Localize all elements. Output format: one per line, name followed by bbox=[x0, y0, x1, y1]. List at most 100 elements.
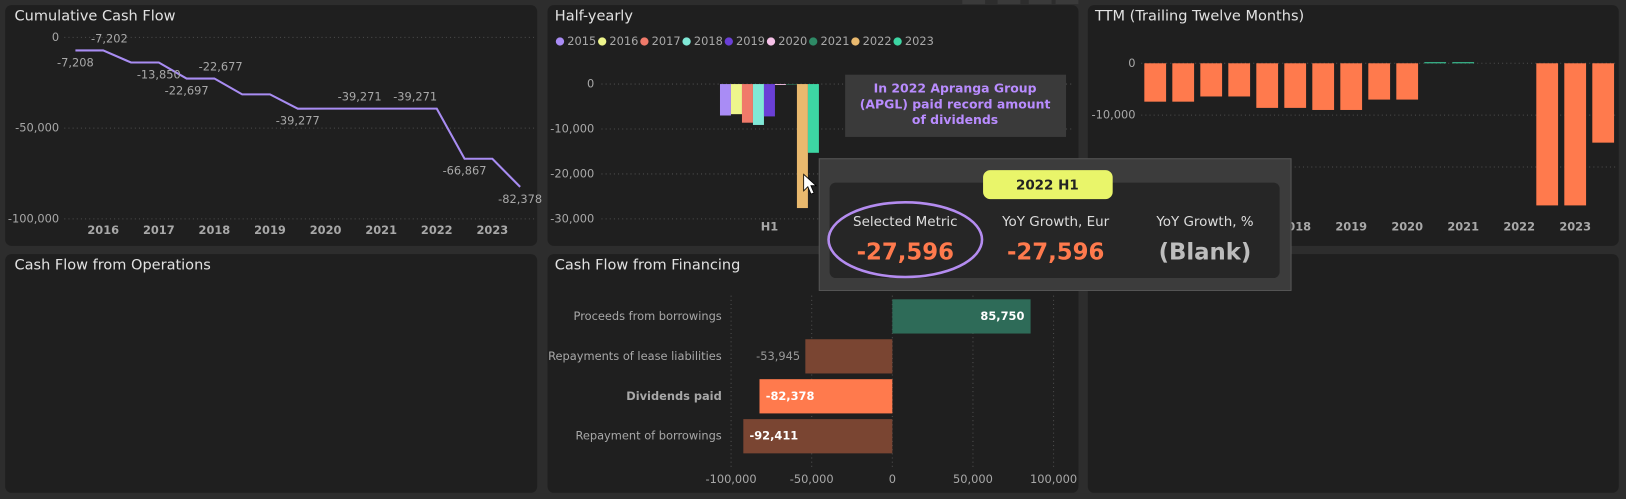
y-tick-label: -20,000 bbox=[550, 166, 594, 180]
data-label: -13,850 bbox=[137, 67, 181, 81]
x-tick-label: 2023 bbox=[477, 223, 509, 237]
x-tick-label: 2019 bbox=[254, 223, 286, 237]
data-label: -39,271 bbox=[338, 90, 382, 104]
bar bbox=[774, 84, 786, 85]
bar bbox=[1172, 63, 1195, 102]
bar bbox=[1256, 63, 1279, 108]
tooltip-value: (Blank) bbox=[1159, 240, 1252, 266]
legend-label: 2022 bbox=[863, 34, 892, 48]
panel bbox=[5, 5, 538, 246]
x-tick-label: 2022 bbox=[421, 223, 453, 237]
y-tick-label: -100,000 bbox=[8, 211, 59, 225]
x-tick-label: 2021 bbox=[365, 223, 397, 237]
data-label: -82,378 bbox=[766, 389, 815, 403]
category-label: Proceeds from borrowings bbox=[574, 309, 722, 323]
panel-title: Cumulative Cash Flow bbox=[15, 9, 176, 25]
legend-marker bbox=[893, 37, 902, 46]
panel-title: Half-yearly bbox=[555, 9, 634, 25]
legend-marker bbox=[809, 37, 818, 46]
tooltip-value: -27,596 bbox=[857, 240, 954, 266]
data-label: -39,277 bbox=[276, 114, 320, 128]
y-tick-label: 0 bbox=[587, 77, 594, 91]
legend-marker bbox=[851, 37, 860, 46]
legend-label: 2018 bbox=[694, 34, 723, 48]
bar bbox=[807, 84, 819, 153]
panel bbox=[1087, 254, 1619, 493]
panel-title: Cash Flow from Operations bbox=[15, 258, 211, 274]
bar bbox=[1368, 63, 1391, 100]
legend-marker bbox=[640, 37, 649, 46]
bar bbox=[1200, 63, 1223, 97]
data-label: -22,677 bbox=[199, 60, 243, 74]
header-icon[interactable] bbox=[1055, 0, 1079, 5]
header-icon[interactable] bbox=[1028, 0, 1052, 5]
bar bbox=[741, 84, 753, 123]
annotation-text: (APGL) paid record amount bbox=[860, 96, 1051, 111]
bar bbox=[759, 379, 893, 414]
legend-label: 2019 bbox=[736, 34, 765, 48]
bar bbox=[1144, 63, 1167, 102]
legend-label: 2017 bbox=[652, 34, 681, 48]
x-tick-label: 2019 bbox=[1335, 220, 1367, 234]
bar bbox=[796, 84, 808, 209]
legend-marker bbox=[682, 37, 691, 46]
tooltip-header bbox=[983, 170, 1113, 200]
bar bbox=[1284, 63, 1307, 108]
annotation-text: of dividends bbox=[912, 112, 998, 127]
bar bbox=[1312, 63, 1335, 110]
panel bbox=[5, 254, 538, 493]
bar bbox=[1396, 63, 1419, 100]
x-tick-label: 2020 bbox=[310, 223, 342, 237]
tooltip-value: -27,596 bbox=[1007, 240, 1104, 266]
x-tick-label: 2018 bbox=[199, 223, 231, 237]
bar bbox=[743, 419, 893, 454]
x-tick-label: H1 bbox=[761, 220, 779, 234]
x-tick-label: 2017 bbox=[143, 223, 175, 237]
bar bbox=[1564, 63, 1587, 206]
header-icon[interactable] bbox=[962, 0, 986, 5]
x-tick-label: 50,000 bbox=[953, 472, 993, 486]
data-label: -66,867 bbox=[443, 164, 487, 178]
y-tick-label: -50,000 bbox=[15, 121, 59, 135]
tooltip: 2022 H1 Selected Metric YoY Growth, Eur … bbox=[818, 158, 1292, 291]
data-label: -7,202 bbox=[91, 32, 128, 46]
x-tick-label: 2020 bbox=[1391, 220, 1423, 234]
x-tick-label: 0 bbox=[889, 472, 896, 486]
bar bbox=[1424, 62, 1447, 64]
tooltip-label: Selected Metric bbox=[853, 214, 958, 230]
legend-marker bbox=[766, 37, 776, 46]
overlay: In 2022 Apranga Group (APGL) paid record… bbox=[803, 74, 1292, 291]
x-tick-label: 100,000 bbox=[1030, 472, 1077, 486]
bar bbox=[1340, 63, 1363, 110]
bar bbox=[1536, 63, 1559, 206]
cursor bbox=[803, 173, 818, 195]
legend-marker bbox=[724, 37, 733, 46]
data-label: -7,208 bbox=[57, 55, 94, 69]
annotation-box bbox=[845, 74, 1067, 137]
line bbox=[75, 49, 521, 188]
bar bbox=[763, 84, 775, 117]
bar bbox=[1228, 63, 1251, 97]
bar bbox=[730, 84, 742, 115]
legend-label: 2015 bbox=[567, 34, 596, 48]
charts: 0 -50,000 -100,000 2016 2017 2018 2019 2020 2021… bbox=[8, 30, 1618, 486]
category-label: Dividends paid bbox=[626, 389, 721, 403]
y-tick-label: 0 bbox=[52, 30, 59, 44]
x-tick-label: -100,000 bbox=[705, 472, 756, 486]
y-tick-label: -10,000 bbox=[550, 121, 594, 135]
panel-title: TTM (Trailing Twelve Months) bbox=[1094, 9, 1304, 25]
data-label: -22,697 bbox=[165, 84, 209, 98]
highlight-ring bbox=[827, 201, 984, 279]
y-tick-label: -10,000 bbox=[1092, 108, 1136, 122]
panel-title: Cash Flow from Financing bbox=[555, 258, 741, 274]
header-icon[interactable] bbox=[997, 0, 1021, 5]
x-tick-label: 2021 bbox=[1447, 220, 1479, 234]
x-tick-label: 2022 bbox=[1503, 220, 1535, 234]
legend-label: 2023 bbox=[905, 34, 934, 48]
tooltip-title: 2022 H1 bbox=[1016, 178, 1079, 194]
x-tick-label: 2023 bbox=[1559, 220, 1591, 234]
bar bbox=[805, 339, 893, 374]
data-label: -82,378 bbox=[498, 192, 542, 206]
